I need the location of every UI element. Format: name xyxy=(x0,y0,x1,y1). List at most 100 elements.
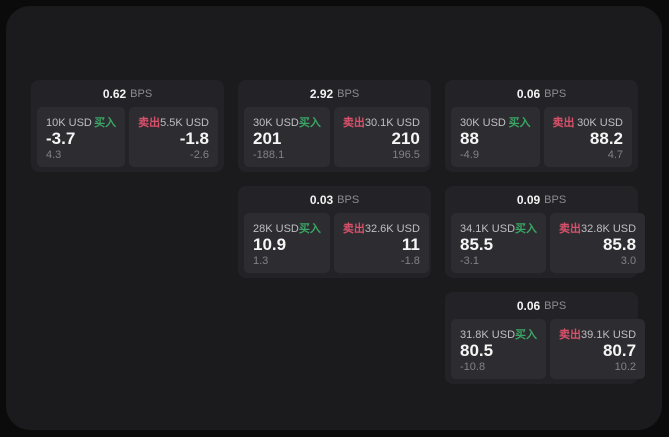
sell-panel[interactable]: 卖出 39.1K USD 80.7 10.2 xyxy=(550,319,646,379)
card-body: 28K USD 买入 10.9 1.3 卖出 32.6K USD 11 -1.8 xyxy=(238,213,431,279)
buy-amount: 30K USD xyxy=(460,117,506,129)
bps-header: 0.06 BPS xyxy=(445,80,638,107)
sell-side-label: 卖出 xyxy=(559,223,582,235)
sell-panel[interactable]: 卖出 5.5K USD -1.8 -2.6 xyxy=(129,107,218,167)
sell-delta: 3.0 xyxy=(620,254,637,267)
card-body: 10K USD 买入 -3.7 4.3 卖出 5.5K USD -1.8 -2.… xyxy=(31,107,224,173)
sell-amount: 39.1K USD xyxy=(581,329,637,341)
bps-value: 0.06 xyxy=(516,86,541,101)
sell-amount: 30.1K USD xyxy=(364,117,420,129)
sell-price: 85.8 xyxy=(602,235,637,254)
buy-amount: 28K USD xyxy=(253,223,299,235)
buy-side-label: 买入 xyxy=(94,117,117,129)
buy-delta: 1.3 xyxy=(253,254,269,267)
sell-side-label: 卖出 xyxy=(138,117,161,129)
sell-price: 80.7 xyxy=(602,341,637,360)
quote-card: 2.92 BPS 30K USD 买入 201 -188.1 卖出 30.1K … xyxy=(238,80,431,172)
sell-side-label: 卖出 xyxy=(552,117,575,129)
buy-price: 80.5 xyxy=(460,341,494,360)
sell-side-label: 卖出 xyxy=(559,329,582,341)
card-body: 31.8K USD 买入 80.5 -10.8 卖出 39.1K USD 80.… xyxy=(445,319,646,385)
bps-header: 0.62 BPS xyxy=(31,80,224,107)
buy-side-label: 买入 xyxy=(515,223,538,235)
buy-side-label: 买入 xyxy=(298,223,321,235)
buy-panel[interactable]: 31.8K USD 买入 80.5 -10.8 xyxy=(451,319,547,379)
buy-price: 201 xyxy=(253,129,282,148)
buy-panel-top: 30K USD 买入 xyxy=(253,114,321,130)
bps-header: 0.03 BPS xyxy=(238,186,431,213)
card-body: 30K USD 买入 201 -188.1 卖出 30.1K USD 210 1… xyxy=(238,107,431,173)
buy-panel-top: 10K USD 买入 xyxy=(46,114,116,130)
buy-side-label: 买入 xyxy=(298,117,321,129)
bps-header: 0.09 BPS xyxy=(445,186,638,213)
sell-panel[interactable]: 卖出 30.1K USD 210 196.5 xyxy=(333,107,429,167)
buy-delta: -3.1 xyxy=(460,254,479,267)
buy-panel[interactable]: 34.1K USD 买入 85.5 -3.1 xyxy=(451,213,547,273)
bps-header: 0.06 BPS xyxy=(445,292,638,319)
quote-card: 0.09 BPS 34.1K USD 买入 85.5 -3.1 卖出 32.8K… xyxy=(445,186,646,279)
sell-delta: 4.7 xyxy=(607,148,623,161)
buy-amount: 10K USD xyxy=(46,117,92,129)
bps-unit-label: BPS xyxy=(544,87,567,100)
card-body: 30K USD 买入 88 -4.9 卖出 30K USD 88.2 4.7 xyxy=(445,107,638,173)
sell-price: 88.2 xyxy=(589,129,623,148)
quote-card: 0.62 BPS 10K USD 买入 -3.7 4.3 卖出 5.5K USD… xyxy=(31,80,224,172)
quote-card: 0.03 BPS 28K USD 买入 10.9 1.3 卖出 32.6K US… xyxy=(238,186,431,278)
bps-unit-label: BPS xyxy=(337,193,360,206)
buy-price: 10.9 xyxy=(253,235,287,254)
bps-unit-label: BPS xyxy=(130,87,153,100)
buy-panel[interactable]: 28K USD 买入 10.9 1.3 xyxy=(244,213,330,273)
card-body: 34.1K USD 买入 85.5 -3.1 卖出 32.8K USD 85.8… xyxy=(445,213,646,279)
sell-side-label: 卖出 xyxy=(342,223,365,235)
buy-delta: -10.8 xyxy=(460,360,486,373)
buy-panel-top: 31.8K USD 买入 xyxy=(460,326,537,342)
sell-panel-top: 卖出 30.1K USD xyxy=(343,114,420,130)
buy-price: 88 xyxy=(460,129,479,148)
buy-panel-top: 34.1K USD 买入 xyxy=(460,220,537,236)
sell-amount: 32.6K USD xyxy=(364,223,420,235)
buy-panel[interactable]: 30K USD 买入 201 -188.1 xyxy=(244,107,330,167)
sell-panel-top: 卖出 30K USD xyxy=(553,114,624,130)
sell-panel-top: 卖出 5.5K USD xyxy=(138,114,209,130)
bps-value: 0.09 xyxy=(516,192,541,207)
buy-price: 85.5 xyxy=(460,235,494,254)
bps-value: 0.62 xyxy=(102,86,127,101)
buy-delta: 4.3 xyxy=(46,148,62,161)
buy-panel[interactable]: 10K USD 买入 -3.7 4.3 xyxy=(37,107,126,167)
sell-panel[interactable]: 卖出 32.6K USD 11 -1.8 xyxy=(333,213,429,273)
buy-panel[interactable]: 30K USD 买入 88 -4.9 xyxy=(451,107,540,167)
buy-side-label: 买入 xyxy=(508,117,531,129)
sell-price: 11 xyxy=(401,235,420,254)
buy-price: -3.7 xyxy=(46,129,76,148)
bps-header: 2.92 BPS xyxy=(238,80,431,107)
bps-value: 0.03 xyxy=(309,192,334,207)
buy-amount: 34.1K USD xyxy=(460,223,516,235)
bps-value: 2.92 xyxy=(309,86,334,101)
sell-delta: -2.6 xyxy=(190,148,209,161)
sell-price: -1.8 xyxy=(179,129,209,148)
sell-amount: 32.8K USD xyxy=(581,223,637,235)
sell-panel[interactable]: 卖出 30K USD 88.2 4.7 xyxy=(543,107,632,167)
buy-delta: -4.9 xyxy=(460,148,479,161)
sell-panel-top: 卖出 32.8K USD xyxy=(559,220,636,236)
sell-panel-top: 卖出 39.1K USD xyxy=(559,326,636,342)
sell-delta: 10.2 xyxy=(614,360,637,373)
buy-amount: 31.8K USD xyxy=(460,329,516,341)
buy-amount: 30K USD xyxy=(253,117,299,129)
bps-unit-label: BPS xyxy=(337,87,360,100)
buy-side-label: 买入 xyxy=(515,329,538,341)
sell-amount: 30K USD xyxy=(577,117,623,129)
buy-panel-top: 28K USD 买入 xyxy=(253,220,321,236)
quote-grid: 0.62 BPS 10K USD 买入 -3.7 4.3 卖出 5.5K USD… xyxy=(31,80,646,385)
bps-value: 0.06 xyxy=(516,298,541,313)
sell-panel-top: 卖出 32.6K USD xyxy=(343,220,420,236)
sell-delta: -1.8 xyxy=(400,254,420,267)
sell-panel[interactable]: 卖出 32.8K USD 85.8 3.0 xyxy=(550,213,646,273)
sell-price: 210 xyxy=(391,129,420,148)
buy-panel-top: 30K USD 买入 xyxy=(460,114,531,130)
sell-side-label: 卖出 xyxy=(342,117,365,129)
app-window: 0.62 BPS 10K USD 买入 -3.7 4.3 卖出 5.5K USD… xyxy=(6,6,662,430)
bps-unit-label: BPS xyxy=(544,299,567,312)
quote-card: 0.06 BPS 30K USD 买入 88 -4.9 卖出 30K USD 8… xyxy=(445,80,638,172)
